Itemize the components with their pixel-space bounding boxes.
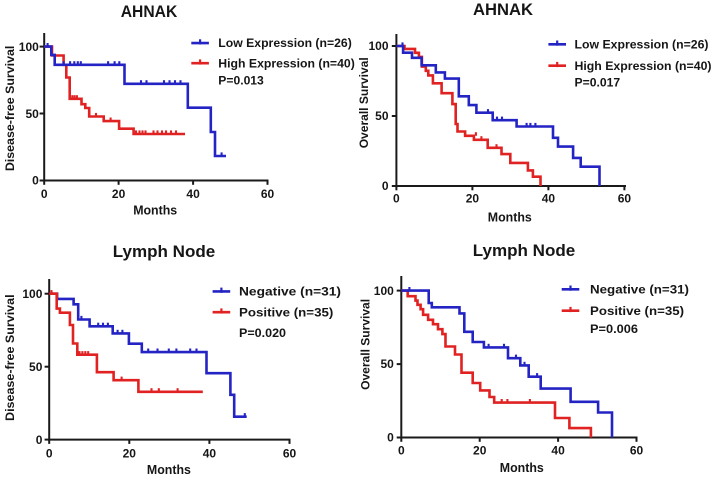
svg-text:60: 60 bbox=[618, 192, 632, 206]
svg-text:50: 50 bbox=[375, 109, 389, 123]
svg-text:AHNAK: AHNAK bbox=[473, 1, 533, 19]
svg-text:Months: Months bbox=[500, 461, 544, 475]
svg-text:20: 20 bbox=[466, 192, 480, 206]
svg-text:Overall Survival: Overall Survival bbox=[357, 57, 371, 148]
svg-text:Months: Months bbox=[488, 210, 532, 224]
svg-text:Negative (n=31): Negative (n=31) bbox=[590, 282, 689, 296]
svg-text:0: 0 bbox=[398, 444, 405, 458]
svg-text:60: 60 bbox=[283, 447, 297, 461]
svg-text:0: 0 bbox=[382, 179, 389, 193]
svg-text:Months: Months bbox=[147, 463, 191, 477]
svg-text:P=0.006: P=0.006 bbox=[590, 322, 638, 336]
svg-text:50: 50 bbox=[29, 360, 43, 374]
svg-text:20: 20 bbox=[473, 444, 487, 458]
svg-text:100: 100 bbox=[22, 287, 42, 301]
svg-text:P=0.017: P=0.017 bbox=[575, 76, 621, 90]
svg-text:Lymph Node: Lymph Node bbox=[113, 243, 216, 261]
svg-text:Low Expression (n=26): Low Expression (n=26) bbox=[575, 37, 709, 51]
svg-text:40: 40 bbox=[542, 192, 556, 206]
svg-text:60: 60 bbox=[630, 444, 644, 458]
svg-text:AHNAK: AHNAK bbox=[121, 3, 178, 21]
svg-text:40: 40 bbox=[551, 444, 565, 458]
svg-text:0: 0 bbox=[46, 447, 53, 461]
svg-text:Low Expression (n=26): Low Expression (n=26) bbox=[218, 36, 351, 50]
svg-text:20: 20 bbox=[112, 187, 126, 201]
svg-text:0: 0 bbox=[36, 433, 43, 447]
svg-text:50: 50 bbox=[380, 357, 394, 371]
svg-text:40: 40 bbox=[186, 187, 200, 201]
svg-text:50: 50 bbox=[25, 107, 39, 121]
svg-text:0: 0 bbox=[41, 187, 48, 201]
svg-text:20: 20 bbox=[123, 447, 137, 461]
svg-text:P=0.020: P=0.020 bbox=[239, 326, 286, 340]
svg-text:0: 0 bbox=[387, 431, 394, 445]
svg-text:Disease-free Survival: Disease-free Survival bbox=[3, 294, 17, 421]
svg-text:Lymph Node: Lymph Node bbox=[473, 242, 576, 260]
svg-text:Positive (n=35): Positive (n=35) bbox=[590, 304, 684, 318]
svg-text:P=0.013: P=0.013 bbox=[218, 74, 264, 88]
svg-text:40: 40 bbox=[203, 447, 217, 461]
svg-text:0: 0 bbox=[32, 174, 39, 188]
svg-text:Positive (n=35): Positive (n=35) bbox=[239, 305, 333, 319]
svg-text:High Expression (n=40): High Expression (n=40) bbox=[575, 59, 712, 73]
svg-text:High Expression (n=40): High Expression (n=40) bbox=[218, 56, 354, 70]
svg-text:Negative (n=31): Negative (n=31) bbox=[239, 285, 341, 299]
svg-text:Months: Months bbox=[133, 204, 177, 218]
svg-text:100: 100 bbox=[19, 40, 39, 54]
svg-text:60: 60 bbox=[261, 187, 275, 201]
svg-text:100: 100 bbox=[374, 284, 394, 298]
svg-text:Disease-free Survival: Disease-free Survival bbox=[3, 46, 17, 171]
svg-text:0: 0 bbox=[393, 192, 400, 206]
svg-text:Overall Survival: Overall Survival bbox=[359, 299, 373, 390]
svg-text:100: 100 bbox=[368, 39, 388, 53]
